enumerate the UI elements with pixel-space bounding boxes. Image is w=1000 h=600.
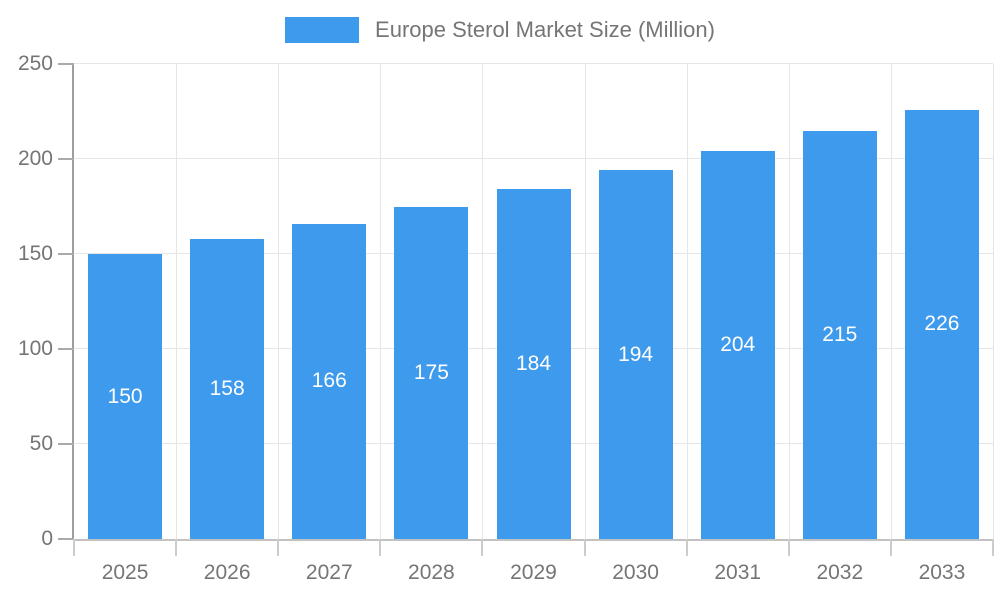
bar-value-label: 184	[515, 352, 552, 376]
gridline-vertical	[890, 64, 892, 539]
y-tick-label: 250	[17, 52, 53, 75]
bar-2031[interactable]: 204	[700, 151, 775, 539]
x-tick-label-2032: 2032	[816, 561, 864, 584]
y-tick-label: 50	[29, 432, 53, 455]
x-tick-mark	[787, 539, 790, 556]
y-tick-mark	[58, 63, 74, 65]
y-tick-label: 0	[41, 527, 53, 550]
bar-2025[interactable]: 150	[88, 254, 163, 539]
x-tick-label-2031: 2031	[714, 561, 762, 584]
bar-value-label: 158	[209, 376, 245, 400]
legend[interactable]: Europe Sterol Market Size (Million)	[0, 17, 1000, 43]
x-tick-label-2025: 2025	[101, 561, 149, 584]
bar-value-label: 175	[413, 360, 449, 384]
bar-2033[interactable]: 226	[904, 109, 979, 539]
x-tick-mark	[889, 539, 892, 556]
x-tick-label-2033: 2033	[918, 561, 966, 584]
gridline-horizontal	[74, 63, 993, 64]
bar-value-label: 204	[720, 333, 756, 357]
y-tick-mark	[58, 253, 74, 255]
x-tick-mark	[992, 539, 994, 556]
gridline-horizontal	[74, 158, 993, 159]
bar-2029[interactable]: 184	[496, 189, 571, 539]
gridline-vertical	[993, 64, 994, 539]
gridline-vertical	[482, 64, 484, 539]
x-tick-mark	[481, 539, 484, 556]
x-tick-label-2029: 2029	[510, 561, 557, 584]
bar-value-label: 194	[618, 342, 654, 366]
x-tick-label-2027: 2027	[305, 561, 353, 584]
y-tick-label: 100	[17, 337, 53, 360]
y-tick-mark	[58, 158, 74, 160]
y-axis-line	[72, 64, 74, 539]
bar-2027[interactable]: 166	[292, 223, 367, 539]
bar-value-label: 166	[311, 369, 347, 393]
legend-swatch-icon	[285, 17, 360, 43]
bar-2030[interactable]: 194	[598, 170, 673, 539]
x-tick-label-2030: 2030	[612, 561, 659, 584]
x-tick-label-2026: 2026	[203, 561, 251, 584]
x-tick-mark	[277, 539, 280, 556]
gridline-vertical	[380, 64, 382, 539]
x-tick-mark	[175, 539, 178, 556]
y-tick-mark	[58, 348, 74, 350]
bar-2026[interactable]: 158	[190, 238, 265, 539]
y-tick-mark	[58, 538, 74, 540]
gridline-vertical	[584, 64, 586, 539]
legend-label: Europe Sterol Market Size (Million)	[375, 17, 715, 42]
y-tick-label: 150	[17, 242, 53, 265]
bar-2028[interactable]: 175	[394, 206, 469, 539]
bar-value-label: 150	[107, 384, 143, 408]
gridline-vertical	[788, 64, 790, 539]
gridline-vertical	[686, 64, 688, 539]
gridline-vertical	[278, 64, 280, 539]
y-tick-label: 200	[17, 147, 53, 170]
y-tick-mark	[58, 443, 74, 445]
bar-value-label: 226	[924, 312, 960, 336]
x-tick-label-2028: 2028	[408, 561, 455, 584]
x-tick-mark	[379, 539, 382, 556]
bar-value-label: 215	[822, 322, 858, 346]
x-tick-mark	[685, 539, 688, 556]
gridline-vertical	[176, 64, 178, 539]
x-tick-mark	[583, 539, 586, 556]
bar-2032[interactable]: 215	[802, 130, 877, 539]
x-tick-mark	[73, 539, 75, 556]
x-axis-line	[74, 539, 993, 541]
